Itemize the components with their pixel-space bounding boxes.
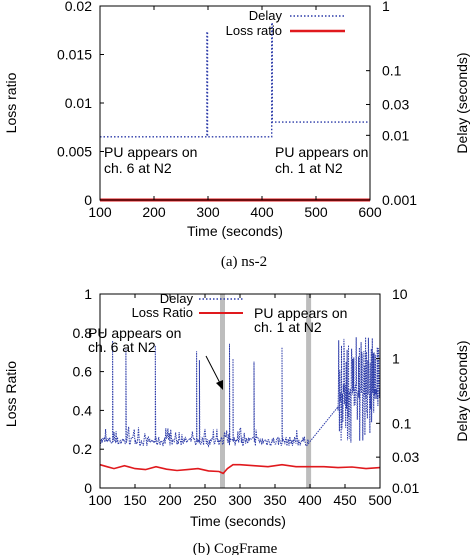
x-tick-label: 250 [193, 492, 217, 508]
y-tick-label: 0.005 [57, 144, 92, 160]
x-tick-label: 200 [158, 492, 182, 508]
panel-b-xlabel: Time (seconds) [190, 513, 286, 529]
annotation-line: PU appears on [254, 305, 347, 321]
x-tick-label: 100 [88, 204, 112, 220]
annotation-line: ch. 1 at N2 [254, 319, 322, 335]
y2-tick-label: 0.01 [382, 127, 409, 143]
series-delay-line [100, 22, 370, 138]
panel-b-legend: Delay Loss Ratio [132, 291, 243, 320]
panel-b-ticks: 100 150 200 250 300 350 400 450 500 0 0.2 0.4 0.6 0.8… [73, 286, 420, 508]
pu-event-marker [306, 294, 312, 488]
annotation-line: PU appears on [104, 144, 197, 160]
x-tick-label: 500 [368, 492, 392, 508]
y-tick-label: 1 [84, 286, 92, 302]
annotation-line: ch. 1 at N2 [275, 160, 343, 176]
y-tick-label: 0 [84, 480, 92, 496]
y-tick-label: 0.4 [73, 402, 93, 418]
legend-loss-label: Loss ratio [226, 23, 282, 38]
y2-tick-label: 0.01 [392, 480, 419, 496]
x-tick-label: 200 [142, 204, 166, 220]
panel-b-cogframe: 100 150 200 250 300 350 400 450 500 0 0.2 0.4 0.6 0.8… [3, 286, 470, 555]
panel-b-annotation-ch1: PU appears on ch. 1 at N2 [254, 305, 347, 335]
y2-tick-label: 0.001 [382, 192, 417, 208]
panel-b-y2label: Delay (seconds) [454, 340, 470, 441]
annotation-line: ch. 6 at N2 [104, 160, 172, 176]
panel-a-caption: (a) ns-2 [221, 254, 267, 270]
legend-loss-label: Loss Ratio [132, 305, 193, 320]
x-tick-label: 500 [304, 204, 328, 220]
x-tick-label: 600 [358, 204, 382, 220]
annotation-arrow [205, 355, 222, 386]
panel-a-y2label: Delay (seconds) [454, 52, 470, 153]
x-tick-label: 150 [123, 492, 147, 508]
panel-b-marks [99, 294, 381, 488]
y2-tick-label: 0.03 [382, 96, 409, 112]
x-tick-label: 350 [263, 492, 287, 508]
y-tick-label: 0.015 [57, 47, 92, 63]
x-tick-label: 300 [196, 204, 220, 220]
y2-tick-label: 10 [392, 286, 408, 302]
y2-tick-label: 1 [392, 351, 400, 367]
x-tick-label: 400 [250, 204, 274, 220]
y2-tick-label: 0.1 [392, 415, 412, 431]
y-tick-label: 0.2 [73, 441, 93, 457]
y2-tick-label: 1 [382, 0, 390, 14]
annotation-line: PU appears on [88, 325, 181, 341]
panel-a-ylabel: Loss ratio [3, 72, 19, 133]
series-loss-ratio-line [99, 463, 381, 475]
pu-event-marker [220, 294, 225, 488]
y-tick-label: 0 [84, 192, 92, 208]
panel-a-annotation-ch1: PU appears on ch. 1 at N2 [275, 144, 368, 176]
panel-b-caption: (b) CogFrame [193, 541, 278, 555]
y-tick-label: 0.8 [73, 325, 93, 341]
panel-b-annotation-ch6: PU appears on ch. 6 at N2 [88, 325, 181, 355]
annotation-line: ch. 6 at N2 [88, 339, 156, 355]
y-tick-label: 0.01 [65, 95, 92, 111]
legend-delay-label: Delay [249, 8, 283, 23]
panel-a-annotation-ch6: PU appears on ch. 6 at N2 [104, 144, 197, 176]
y-tick-label: 0.6 [73, 364, 93, 380]
x-tick-label: 450 [333, 492, 357, 508]
panel-a-ticks: 100 200 300 400 500 600 0 0.005 0.01 0.015 0.02 0.0… [57, 0, 417, 220]
panel-a-xlabel: Time (seconds) [187, 223, 283, 239]
x-tick-label: 300 [228, 492, 252, 508]
panel-b-ylabel: Loss Ratio [3, 361, 19, 427]
y2-tick-label: 0.1 [382, 63, 402, 79]
x-tick-label: 100 [88, 492, 112, 508]
x-tick-label: 400 [298, 492, 322, 508]
panel-a-ns2: 100 200 300 400 500 600 0 0.005 0.01 0.015 0.02 0.0… [3, 0, 470, 270]
legend-delay-label: Delay [160, 291, 194, 306]
y2-tick-label: 0.03 [392, 449, 419, 465]
annotation-arrowhead [216, 380, 223, 390]
series-delay-line [99, 337, 381, 448]
y-tick-label: 0.02 [65, 0, 92, 14]
panel-a-legend: Delay Loss ratio [226, 8, 345, 38]
annotation-line: PU appears on [275, 144, 368, 160]
